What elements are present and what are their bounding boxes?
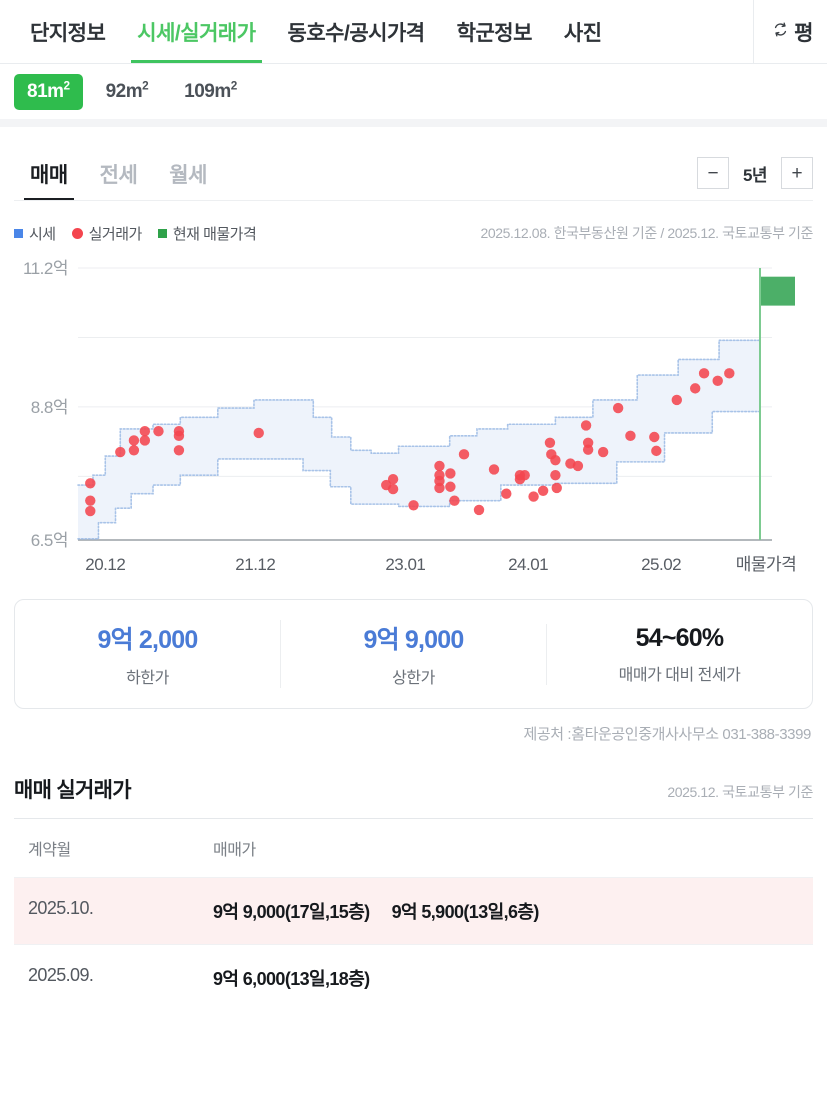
legend-square-icon-market: [14, 228, 23, 238]
cell-contract-month: 2025.09.: [14, 944, 199, 1011]
cell-sale-price: 9억 6,000(13일,18층): [199, 944, 813, 1011]
nav-tab-price-transactions[interactable]: 시세/실거래가: [121, 0, 271, 63]
provider-note: 제공처 :홈타운공인중개사사무소 031-388-3399: [523, 726, 811, 743]
svg-text:11.2억: 11.2억: [23, 259, 68, 278]
table-header-row: 계약월 매매가: [14, 818, 813, 878]
area-chip-92[interactable]: 92m2: [105, 79, 149, 102]
summary-label-upper-price: 상한가: [392, 670, 435, 687]
legend-item-current-listing: 현재 매물가격: [157, 223, 257, 244]
price-summary-card: 9억 2,000 하한가 9억 9,000 상한가 54~60% 매매가 대비 …: [14, 599, 813, 709]
deal-tab-sale[interactable]: 매매: [14, 159, 84, 201]
chart-actual-transaction-points: [85, 368, 735, 517]
summary-value-lower-price: 9억 2,000: [97, 626, 198, 654]
price-chart[interactable]: 6.5억 8.8억 11.2억 20.12 21.12 23.01 24.01 25.02 매…: [0, 255, 827, 585]
summary-label-jeonse-ratio: 매매가 대비 전세가: [618, 666, 741, 684]
legend-label-market-price: 시세: [29, 225, 56, 243]
summary-value-jeonse-ratio: 54~60%: [635, 623, 724, 652]
summary-cell-upper-price: 9억 9,000 상한가: [280, 620, 546, 688]
summary-cell-lower-price: 9억 2,000 하한가: [15, 620, 280, 688]
legend-item-actual-transaction: 실거래가: [71, 223, 143, 244]
chart-y-axis-labels: 6.5억 8.8억 11.2억: [23, 259, 68, 550]
price-entry: 9억 9,000(17일,15층): [213, 902, 370, 922]
summary-label-lower-price: 하한가: [126, 670, 169, 687]
unit-toggle-button[interactable]: 평: [753, 0, 827, 63]
table-row[interactable]: 2025.10. 9억 9,000(17일,15층) 9억 5,900(13일,6층…: [14, 877, 813, 945]
transactions-table-head: 계약월 매매가: [14, 818, 813, 878]
nav-tab-unit-public-price[interactable]: 동호수/공시가격: [287, 21, 426, 45]
deal-bar-divider: [14, 200, 813, 201]
svg-text:8.8억: 8.8억: [31, 398, 68, 417]
cell-contract-month: 2025.10.: [14, 877, 199, 945]
svg-text:24.01: 24.01: [508, 555, 548, 574]
area-size-chip-list: 81m2 92m2 109m2: [0, 64, 827, 127]
chart-x-axis-labels: 20.12 21.12 23.01 24.01 25.02 매물가격: [85, 555, 797, 574]
transactions-title: 매매 실거래가: [14, 779, 132, 802]
price-entry: 9억 6,000(13일,18층): [213, 969, 370, 989]
svg-text:20.12: 20.12: [85, 555, 125, 574]
area-chip-81[interactable]: 81m2: [14, 73, 83, 110]
table-row[interactable]: 2025.09. 9억 6,000(13일,18층): [14, 944, 813, 1011]
svg-text:23.01: 23.01: [385, 555, 425, 574]
summary-value-upper-price: 9억 9,000: [363, 626, 464, 654]
nav-tab-school-info[interactable]: 학군정보: [456, 21, 533, 45]
transactions-header: 매매 실거래가 2025.12. 국토교통부 기준: [14, 774, 813, 818]
deal-type-bar: 매매 전세 월세 − 5년 +: [0, 143, 827, 201]
swap-refresh-icon: [772, 21, 789, 43]
nav-tab-complex-info[interactable]: 단지정보: [30, 21, 106, 45]
period-stepper: − 5년 +: [697, 157, 813, 189]
deal-tab-monthly-rent[interactable]: 월세: [169, 164, 207, 187]
transactions-table-body: 2025.10. 9억 9,000(17일,15층) 9억 5,900(13일,6층…: [14, 877, 813, 1011]
transactions-table: 계약월 매매가 2025.10. 9억 9,000(17일,15층) 9억 5,90…: [14, 818, 813, 1011]
deal-tab-jeonse[interactable]: 전세: [99, 164, 138, 187]
price-chart-svg: 6.5억 8.8억 11.2억 20.12 21.12 23.01 24.01 25.02 매…: [23, 259, 797, 574]
top-nav-tab-list: 단지정보 시세/실거래가 동호수/공시가격 학군정보 사진: [0, 0, 618, 63]
chart-gridlines: [78, 267, 772, 541]
svg-text:25.02: 25.02: [641, 555, 681, 574]
column-header-contract-month: 계약월: [14, 818, 199, 878]
legend-square-icon-listing: [157, 228, 167, 238]
chart-legend: 시세 실거래가 현재 매물가격 2025.12.08. 한국부동산원 기준 / …: [0, 213, 827, 253]
period-increase-button[interactable]: +: [781, 157, 813, 189]
chart-current-listing-marker: [759, 268, 795, 540]
column-header-sale-price: 매매가: [199, 818, 813, 878]
svg-text:매물가격: 매물가격: [736, 555, 797, 574]
area-chip-109[interactable]: 109m2: [184, 79, 237, 102]
price-entry: 9억 5,900(13일,6층): [391, 902, 540, 922]
svg-text:21.12: 21.12: [235, 555, 275, 574]
svg-text:6.5억: 6.5억: [31, 531, 68, 550]
nav-tab-photos[interactable]: 사진: [563, 21, 602, 45]
period-decrease-button[interactable]: −: [697, 157, 729, 189]
period-value: 5년: [742, 165, 768, 185]
transactions-basis-note: 2025.12. 국토교통부 기준: [667, 784, 813, 800]
top-navigation: 단지정보 시세/실거래가 동호수/공시가격 학군정보 사진 평: [0, 0, 827, 64]
summary-cell-jeonse-ratio: 54~60% 매매가 대비 전세가: [546, 623, 812, 685]
legend-label-actual-transaction: 실거래가: [88, 225, 143, 243]
transactions-section: 매매 실거래가 2025.12. 국토교통부 기준 계약월 매매가 2025.1…: [0, 774, 827, 1011]
chart-source-note: 2025.12.08. 한국부동산원 기준 / 2025.12. 국토교통부 기…: [480, 225, 814, 241]
legend-item-market-price: 시세: [14, 223, 56, 244]
unit-toggle-label: 평: [794, 21, 813, 45]
cell-sale-price: 9억 9,000(17일,15층) 9억 5,900(13일,6층): [199, 877, 813, 945]
chart-legend-items: 시세 실거래가 현재 매물가격: [14, 223, 257, 244]
deal-type-tab-list: 매매 전세 월세: [14, 159, 223, 201]
legend-circle-icon-actual: [71, 227, 83, 239]
legend-label-current-listing: 현재 매물가격: [172, 225, 257, 243]
